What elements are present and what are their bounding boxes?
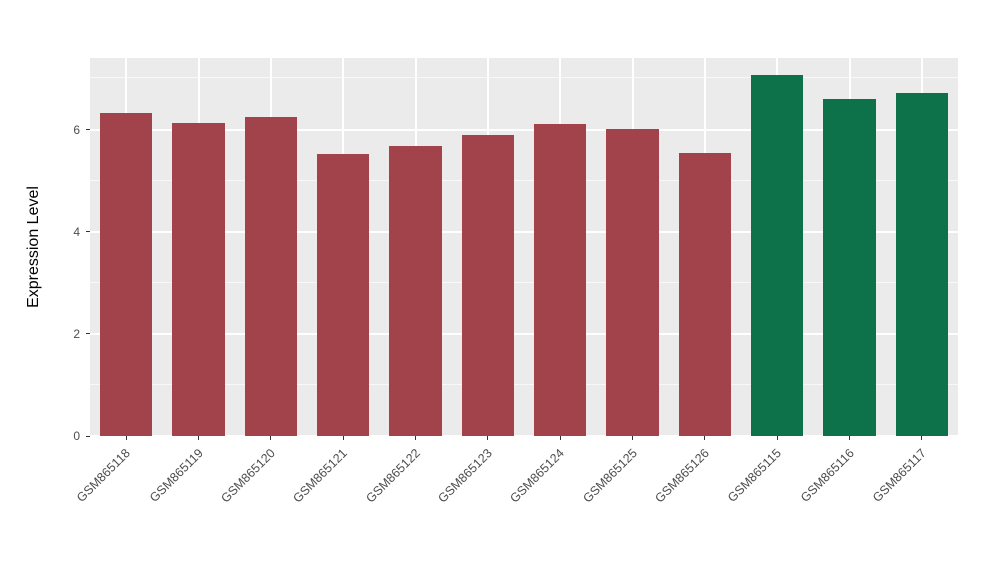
- y-tick-label: 6: [73, 122, 80, 137]
- x-tick-mark: [125, 436, 127, 440]
- minor-gridline: [90, 77, 958, 79]
- major-gridline: [90, 332, 958, 335]
- bar-GSM865123: [461, 134, 514, 436]
- x-tick-mark: [559, 436, 561, 440]
- bar-GSM865121: [317, 154, 370, 436]
- y-tick-mark: [86, 129, 90, 130]
- x-tick-mark: [704, 436, 706, 440]
- y-tick-label: 4: [73, 224, 80, 239]
- x-tick-mark: [632, 436, 633, 440]
- y-tick-label: 2: [73, 326, 80, 341]
- major-gridline: [90, 230, 958, 233]
- minor-gridline: [90, 281, 958, 283]
- bar-GSM865118: [100, 112, 153, 436]
- bar-GSM865125: [606, 128, 659, 436]
- bar-GSM865126: [678, 153, 731, 436]
- x-tick-mark: [776, 436, 778, 440]
- major-gridline: [90, 435, 958, 437]
- minor-gridline: [90, 179, 958, 181]
- bar-GSM865117: [895, 93, 948, 436]
- minor-gridline: [90, 383, 958, 385]
- bar-GSM865124: [534, 124, 587, 436]
- x-tick-mark: [921, 436, 923, 440]
- x-tick-mark: [849, 436, 850, 440]
- y-tick-mark: [86, 435, 90, 437]
- x-tick-mark: [487, 436, 489, 440]
- x-tick-mark: [270, 436, 272, 440]
- bar-GSM865115: [751, 75, 804, 436]
- x-tick-mark: [198, 436, 199, 440]
- major-gridline: [90, 128, 958, 131]
- x-tick-mark: [342, 436, 344, 440]
- y-tick-mark: [86, 231, 90, 233]
- y-axis-title: Expression Level: [25, 186, 42, 308]
- bar-GSM865116: [823, 99, 876, 436]
- y-tick-label: 0: [73, 429, 80, 443]
- x-tick-mark: [415, 436, 416, 440]
- plot-panel: [90, 58, 958, 437]
- bar-GSM865120: [244, 117, 297, 436]
- bar-GSM865119: [172, 123, 225, 436]
- bar-GSM865122: [389, 146, 442, 436]
- y-tick-mark: [86, 333, 90, 335]
